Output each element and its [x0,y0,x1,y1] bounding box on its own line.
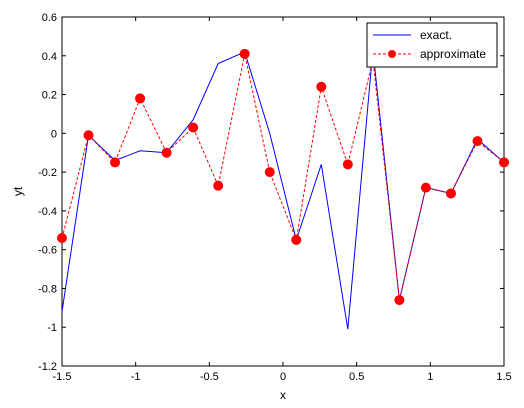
data-point [188,122,199,133]
data-point [57,233,67,244]
data-point [264,167,275,178]
y-tick-label: -1.2 [38,361,57,373]
x-tick-label: -1 [131,371,141,383]
y-axis-label: yt [11,186,25,196]
x-tick-label: -1.5 [53,371,72,383]
y-tick-label: -0.6 [38,245,57,257]
series-approximate [57,48,509,306]
data-point [135,93,146,104]
legend-label-approximate: approximate [420,47,486,61]
legend-label-exact: exact. [420,28,452,42]
data-point [499,157,509,168]
y-tick-label: 0.6 [42,12,57,24]
data-point [342,159,353,170]
legend: exact. approximate [366,22,498,68]
series-layer [57,48,509,330]
data-point [445,188,456,199]
data-point [213,180,224,191]
y-tick-label: -0.8 [38,283,57,295]
data-point [239,48,250,59]
y-tick-label: 0.4 [42,51,57,63]
legend-box [366,22,498,68]
x-tick-label: -0.5 [200,371,219,383]
data-point [291,234,302,245]
data-point [420,182,431,193]
data-point [83,130,94,141]
plot-area [61,16,505,367]
legend-marker-approximate [388,50,396,58]
x-tick-label: 0.5 [349,371,364,383]
data-point [161,147,172,158]
data-point [110,157,121,168]
data-point [316,81,327,92]
series-line [61,53,505,301]
y-tick-label: 0.2 [42,90,57,102]
y-tick-label: -0.4 [38,206,57,218]
data-point [394,295,405,306]
y-tick-label: 0 [51,128,57,140]
x-tick-label: 0 [280,371,286,383]
y-tick-label: -1 [47,322,57,334]
data-point [472,136,483,147]
axis-layer: -1.5 -1 -0.5 0 0.5 1 1.5 -1.2 -1 -0.8 -0.6 -0.4 -0.2… [38,12,512,383]
x-tick-label: 1 [427,371,433,383]
x-axis-label: x [280,388,286,402]
x-tick-label: 1.5 [496,371,511,383]
y-tick-label: -0.2 [38,167,57,179]
